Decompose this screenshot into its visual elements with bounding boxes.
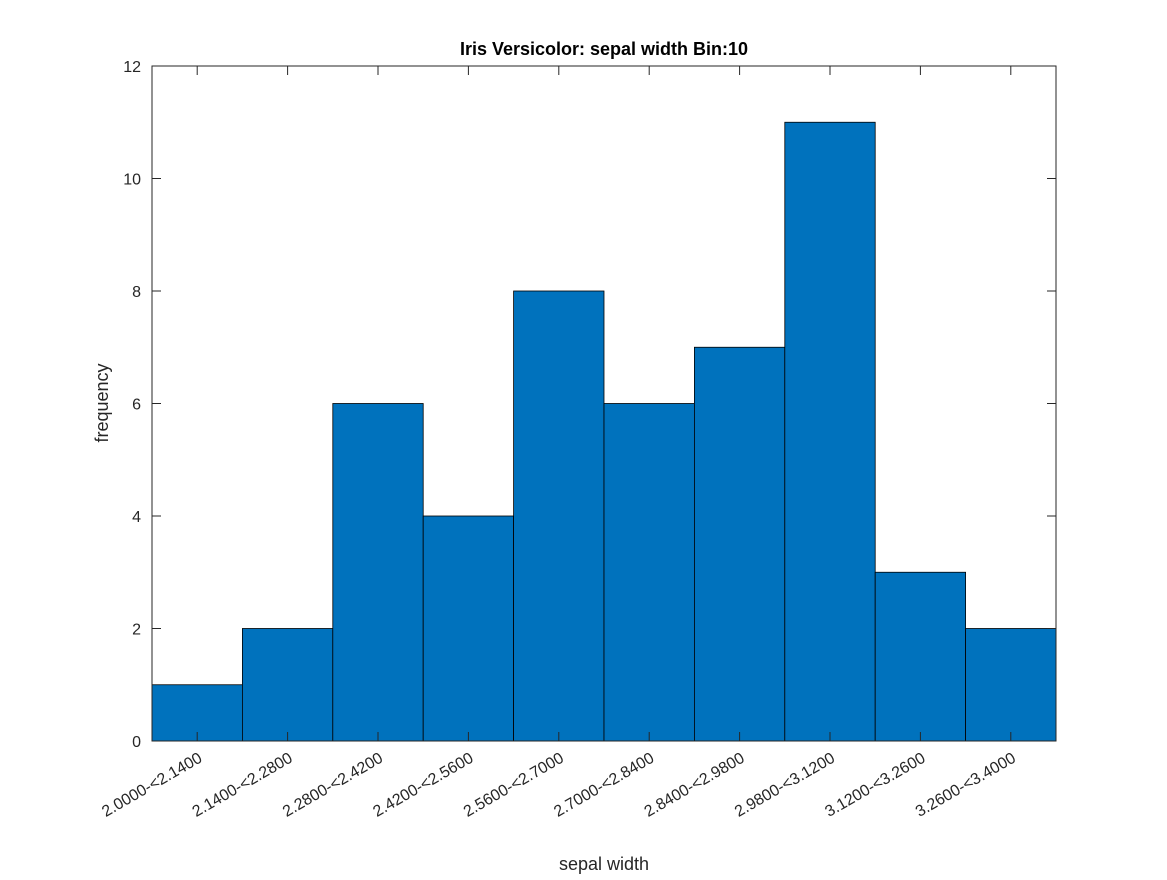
y-tick-label: 10: [123, 172, 141, 189]
chart-title: Iris Versicolor: sepal width Bin:10: [460, 39, 748, 59]
bar-1: [151, 684, 243, 742]
y-axis-label: frequency: [92, 363, 112, 442]
bar-7: [694, 346, 786, 742]
bar-5: [513, 290, 605, 742]
x-axis-label: sepal width: [559, 854, 649, 874]
x-tick-label: 2.2800-<2.4200: [280, 750, 386, 821]
bar-8: [784, 121, 876, 742]
bar-9: [874, 571, 967, 742]
x-tick-label: 3.1200-<3.2600: [822, 750, 928, 821]
x-tick-label: 3.2600-<3.4000: [913, 750, 1019, 821]
y-tick-label: 0: [132, 734, 141, 751]
bar-2: [241, 628, 334, 742]
bar-3: [332, 403, 424, 742]
labels-layer: Iris Versicolor: sepal width Bin:10 sepa…: [92, 39, 748, 874]
x-tick-label: 2.5600-<2.7000: [461, 750, 567, 821]
y-tick-label: 6: [132, 397, 141, 414]
x-tick-label: 2.8400-<2.9800: [642, 750, 748, 821]
y-tick-label: 4: [132, 509, 141, 526]
y-tick-label: 2: [132, 622, 141, 639]
y-tick-label: 12: [123, 59, 141, 76]
x-tick-label: 2.0000-<2.1400: [99, 750, 205, 821]
bar-4: [422, 515, 515, 742]
x-tick-label: 2.9800-<3.1200: [732, 750, 838, 821]
y-tick-label: 8: [132, 284, 141, 301]
bar-10: [965, 628, 1057, 742]
x-tick-label: 2.7000-<2.8400: [551, 750, 657, 821]
bars-layer: [151, 121, 1057, 742]
x-tick-label: 2.4200-<2.5600: [370, 750, 476, 821]
bar-6: [603, 403, 695, 742]
x-tick-label: 2.1400-<2.2800: [190, 750, 296, 821]
